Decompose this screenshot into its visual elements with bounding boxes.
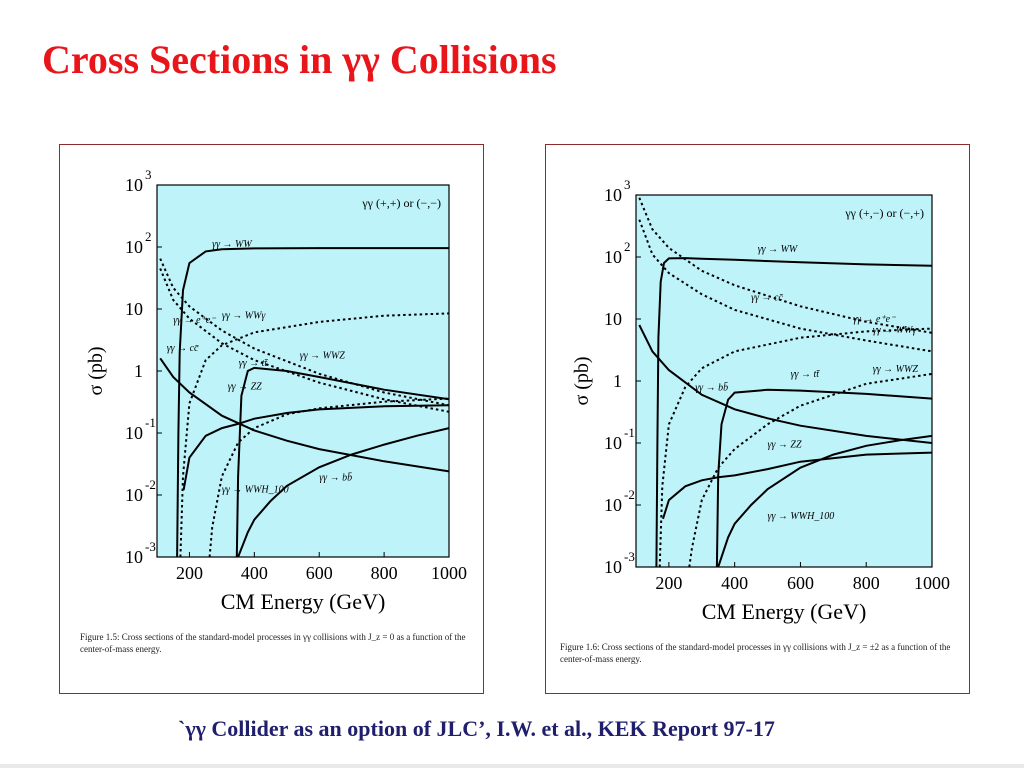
series-label: γγ → WWZ [873, 364, 919, 375]
series-label: γγ → bb̄ [695, 382, 728, 394]
bottom-divider [0, 764, 1024, 768]
caption-text-left: Cross sections of the standard-model pro… [80, 632, 466, 654]
x-axis-label: CM Energy (GeV) [702, 599, 867, 624]
series-label: γγ → e⁺e⁻ [173, 315, 216, 326]
series-label: γγ → WWH_100 [222, 484, 289, 495]
series-line [176, 247, 449, 558]
series-label: γγ → WWZ [300, 350, 346, 361]
series-label: γγ → ZZ [768, 439, 802, 450]
y-axis-label: σ (pb) [571, 356, 593, 405]
y-tick-label: 10 [125, 423, 143, 443]
slide-title: Cross Sections in γγ Collisions [42, 37, 557, 82]
series-line [655, 257, 933, 568]
series-label: γγ → tt̄ [791, 369, 821, 380]
caption-label-right: Figure 1.6: [560, 642, 600, 652]
series-label: γγ → WWH_100 [768, 511, 835, 522]
series-label: γγ → e⁺e⁻ [853, 314, 896, 325]
series-label: γγ → WWγ [873, 325, 918, 336]
y-tick-label: 10 [125, 237, 143, 257]
figure-caption-right: Figure 1.6: Cross sections of the standa… [560, 641, 960, 665]
y-axis-label: σ (pb) [85, 346, 107, 395]
x-tick-label: 1000 [431, 563, 467, 583]
series-line [638, 197, 933, 334]
series-line [662, 451, 933, 520]
x-tick-label: 800 [371, 563, 398, 583]
series-line [237, 427, 450, 558]
x-tick-label: 800 [853, 573, 880, 593]
y-tick-label: 10 [604, 557, 622, 577]
y-tick-exponent: 2 [145, 229, 152, 244]
figure-caption-left: Figure 1.5: Cross sections of the standa… [80, 631, 470, 655]
y-tick-exponent: 3 [145, 167, 152, 182]
y-tick-exponent: -1 [624, 425, 635, 440]
y-tick-exponent: -3 [145, 539, 156, 554]
y-tick-label: 10 [125, 547, 143, 567]
y-tick-exponent: 2 [624, 239, 631, 254]
figure-panel-right: 10 3 10 2 10 1 10 -1 10 -2 10 -3 200 400 600 800 1000 CM … [545, 144, 970, 694]
series-line [715, 388, 933, 568]
y-tick-exponent: -3 [624, 549, 635, 564]
y-tick-label: 10 [604, 185, 622, 205]
caption-text-right: Cross sections of the standard-model pro… [560, 642, 951, 664]
y-tick-exponent: -1 [145, 415, 156, 430]
series-line [159, 258, 450, 407]
series-line [159, 357, 450, 473]
y-tick-label: 10 [604, 495, 622, 515]
x-tick-label: 600 [306, 563, 333, 583]
series-line [182, 404, 450, 491]
legend-label: γγ (+,+) or (−,−) [361, 196, 441, 210]
y-tick-exponent: -2 [624, 487, 635, 502]
series-label: γγ → bb̄ [319, 472, 352, 484]
x-tick-label: 200 [176, 563, 203, 583]
x-tick-label: 400 [721, 573, 748, 593]
x-axis-label: CM Energy (GeV) [221, 589, 386, 614]
reference-citation: `γγ Collider as an option of JLC’, I.W. … [178, 716, 775, 741]
y-tick-label: 10 [125, 175, 143, 195]
legend-label: γγ (+,−) or (−,+) [844, 206, 924, 220]
plot-area [156, 184, 450, 558]
series-label: γγ → tt̄ [239, 358, 269, 369]
series-line [688, 372, 933, 568]
series-line [717, 434, 933, 568]
y-tick-label: 10 [604, 433, 622, 453]
x-tick-label: 600 [787, 573, 814, 593]
series-line [235, 366, 450, 558]
x-tick-label: 400 [241, 563, 268, 583]
series-line [638, 324, 933, 444]
x-tick-label: 1000 [914, 573, 950, 593]
series-label: γγ → cc̄ [167, 343, 199, 354]
series-line [179, 312, 450, 558]
series-label: γγ → WWγ [222, 311, 267, 322]
y-tick-label: 1 [613, 371, 622, 391]
y-tick-exponent: -2 [145, 477, 156, 492]
y-tick-label: 10 [125, 485, 143, 505]
y-tick-label: 10 [604, 309, 622, 329]
y-tick-label: 1 [134, 361, 143, 381]
plot-area [635, 194, 933, 568]
y-tick-label: 10 [604, 247, 622, 267]
series-label: γγ → WW [758, 244, 799, 255]
x-tick-label: 200 [655, 573, 682, 593]
series-label: γγ → ZZ [228, 382, 262, 393]
y-tick-label: 10 [125, 299, 143, 319]
caption-label-left: Figure 1.5: [80, 632, 120, 642]
series-line [159, 268, 450, 413]
y-tick-exponent: 3 [624, 177, 631, 192]
series-label: γγ → cc̄ [751, 292, 783, 303]
series-label: γγ → WW [212, 239, 253, 250]
figure-panel-left: 10 3 10 2 10 1 10 -1 10 -2 10 -3 200 400 600 800 1000 CM … [59, 144, 484, 694]
